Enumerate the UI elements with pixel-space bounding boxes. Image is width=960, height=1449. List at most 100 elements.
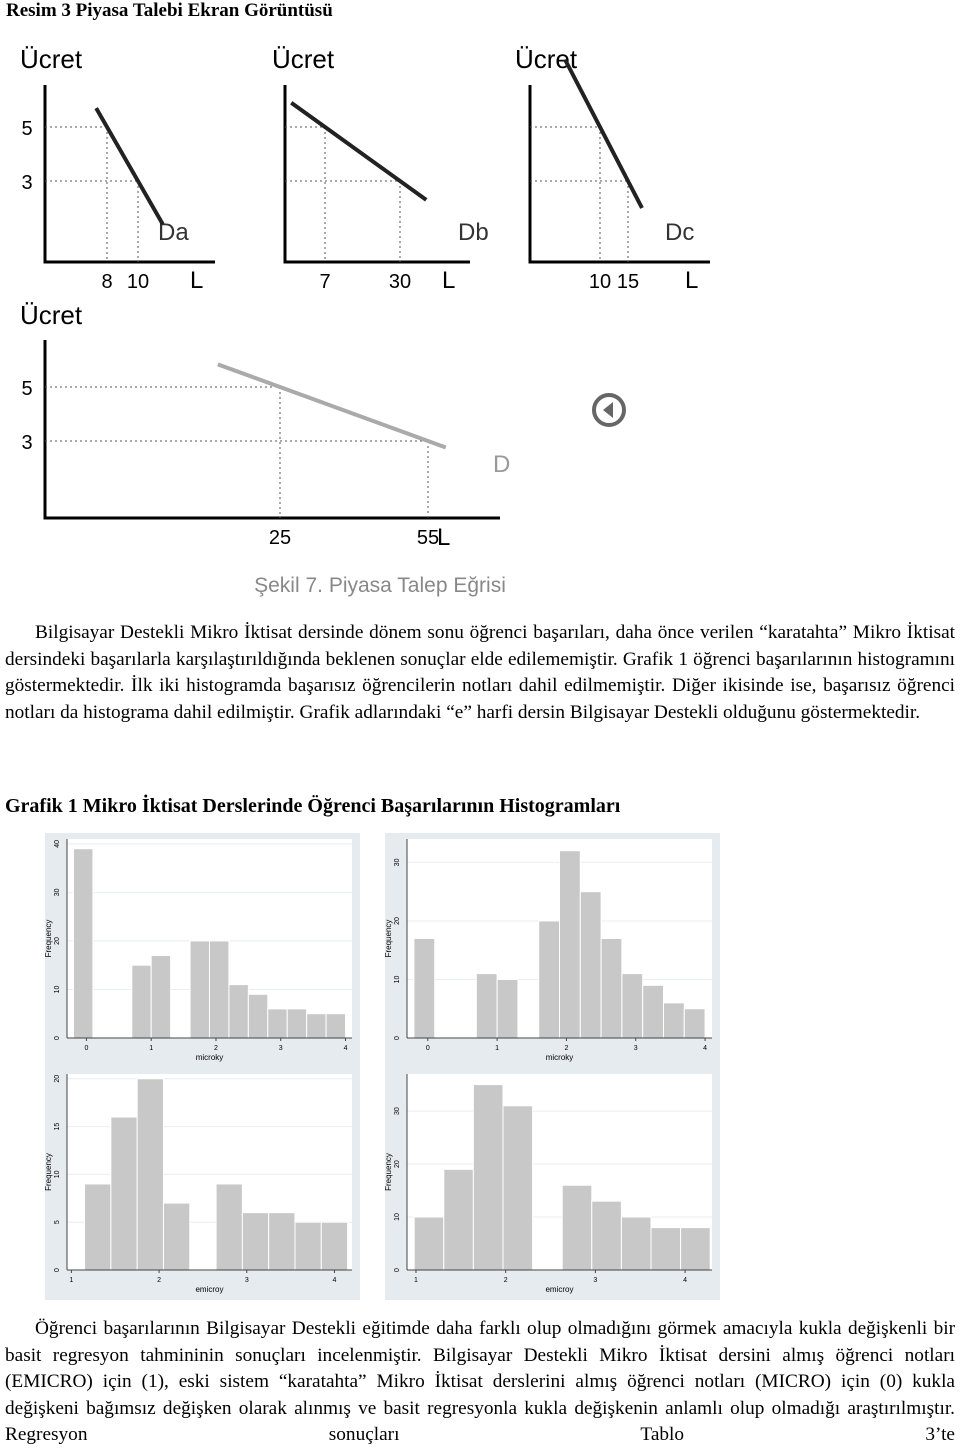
- y-tick-label: 30: [54, 888, 61, 896]
- bar: [496, 978, 519, 1039]
- y-axis-label: Ücret: [515, 44, 578, 74]
- axis: [43, 340, 500, 520]
- bar: [538, 920, 560, 1039]
- x-tick-label: 1: [69, 1277, 73, 1284]
- x-tick-label: 10: [127, 271, 149, 293]
- bar: [268, 1212, 296, 1271]
- bar: [131, 964, 152, 1039]
- y-tick-label: 5: [21, 118, 32, 140]
- x-tick-label: 3: [279, 1045, 283, 1052]
- x-axis-label: microky: [196, 1053, 224, 1062]
- demand-curve: [94, 107, 165, 226]
- bar: [241, 1212, 270, 1271]
- x-tick-label: 15: [617, 271, 639, 293]
- x-tick-label: 1: [495, 1045, 499, 1052]
- x-tick-label: 55: [417, 527, 439, 549]
- y-tick-label: 0: [54, 1036, 61, 1040]
- axis: [528, 85, 710, 264]
- bar: [650, 1227, 682, 1271]
- x-tick-label: 2: [157, 1277, 161, 1284]
- bar: [228, 984, 249, 1039]
- demand-curve: [217, 362, 447, 450]
- y-axis-label: Ücret: [20, 44, 83, 74]
- demand-curve: [290, 101, 428, 202]
- y-tick-label: 3: [21, 432, 32, 454]
- y-tick-label: 20: [394, 917, 401, 925]
- x-axis-label: emicroy: [545, 1285, 573, 1294]
- y-tick-label: 0: [394, 1036, 401, 1040]
- bar: [559, 850, 581, 1039]
- curve-label: Dc: [665, 219, 694, 246]
- x-tick-label: 0: [84, 1045, 88, 1052]
- bar: [683, 1008, 706, 1039]
- x-axis-label: microky: [546, 1053, 574, 1062]
- y-tick-label: 10: [54, 1170, 61, 1178]
- x-tick-label: 8: [101, 271, 112, 293]
- y-tick-label: 15: [54, 1123, 61, 1131]
- x-axis-label: L: [437, 524, 450, 551]
- bar: [620, 1216, 652, 1271]
- axis: [283, 85, 470, 264]
- x-axis-label: L: [190, 267, 203, 294]
- x-tick-label: 2: [564, 1045, 568, 1052]
- bar: [320, 1221, 349, 1271]
- demand-curve: [563, 58, 644, 209]
- y-tick-label: 30: [394, 1107, 401, 1115]
- x-axis-label: L: [442, 267, 455, 294]
- heading: Resim 3 Piyasa Talebi Ekran Görüntüsü: [6, 0, 333, 21]
- x-tick-label: 0: [426, 1045, 430, 1052]
- bar: [150, 954, 172, 1039]
- y-tick-label: 10: [54, 985, 61, 993]
- bar: [472, 1084, 504, 1271]
- x-axis-label: L: [685, 267, 698, 294]
- y-tick-label: 10: [394, 975, 401, 983]
- x-tick-label: 25: [269, 527, 291, 549]
- y-tick-label: 20: [394, 1160, 401, 1168]
- bar: [136, 1078, 164, 1271]
- curve-label: D: [493, 451, 510, 478]
- figure-caption: Şekil 7. Piyasa Talep Eğrisi: [254, 574, 506, 597]
- bar: [267, 1008, 288, 1039]
- x-tick-label: 4: [344, 1045, 348, 1052]
- y-tick-label: 0: [54, 1268, 61, 1272]
- y-axis-label: Frequency: [384, 920, 393, 958]
- x-tick-label: 3: [245, 1277, 249, 1284]
- bar: [84, 1183, 112, 1271]
- play-icon: [592, 393, 626, 427]
- bar: [662, 1002, 685, 1039]
- y-axis-label: Ücret: [20, 300, 83, 330]
- x-tick-label: 1: [149, 1045, 153, 1052]
- x-tick-label: 3: [634, 1045, 638, 1052]
- x-tick-label: 2: [214, 1045, 218, 1052]
- x-tick-label: 4: [703, 1045, 707, 1052]
- bar: [72, 848, 94, 1039]
- bar: [247, 993, 269, 1039]
- bar: [294, 1221, 322, 1271]
- bar: [443, 1168, 474, 1271]
- y-tick-label: 30: [394, 858, 401, 866]
- y-tick-label: 3: [21, 172, 32, 194]
- bar: [413, 1216, 445, 1271]
- bar: [591, 1200, 622, 1271]
- heading: Grafik 1 Mikro İktisat Derslerinde Öğren…: [5, 795, 621, 817]
- bar: [325, 1013, 347, 1039]
- bar: [579, 891, 602, 1039]
- bar: [600, 938, 623, 1039]
- bar: [475, 973, 498, 1039]
- x-tick-label: 2: [504, 1277, 508, 1284]
- bar: [209, 940, 230, 1039]
- bar: [561, 1184, 593, 1271]
- y-axis-label: Frequency: [44, 1153, 53, 1191]
- bar: [621, 973, 644, 1039]
- x-tick-label: 7: [319, 271, 330, 293]
- y-tick-label: 5: [21, 378, 32, 400]
- bar: [286, 1008, 308, 1039]
- x-tick-label: 10: [589, 271, 611, 293]
- bar: [189, 940, 210, 1039]
- bar: [680, 1227, 711, 1271]
- axis: [43, 85, 215, 264]
- y-tick-label: 10: [394, 1213, 401, 1221]
- bar: [110, 1116, 138, 1271]
- bar: [162, 1202, 191, 1271]
